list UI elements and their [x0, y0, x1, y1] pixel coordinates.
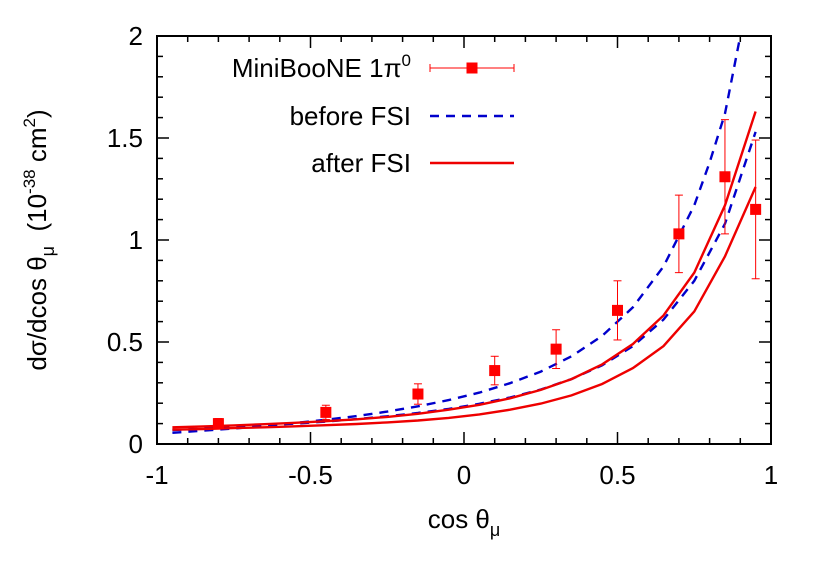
- series-line-solid: [172, 111, 757, 429]
- series-line-dashed: [172, 36, 742, 434]
- legend-label: before FSI: [290, 101, 411, 131]
- data-point: [719, 171, 731, 183]
- x-tick-label: -0.5: [288, 460, 333, 490]
- x-tick-label: 0: [457, 460, 471, 490]
- data-point: [320, 406, 332, 418]
- data-point: [489, 365, 501, 377]
- y-tick-label: 0.5: [107, 327, 143, 357]
- x-axis-label: cos θμ: [428, 504, 501, 540]
- legend-label: MiniBooNE 1π0: [232, 51, 411, 83]
- y-tick-label: 1: [129, 225, 143, 255]
- data-points-layer: [212, 119, 762, 430]
- data-point: [412, 388, 424, 400]
- y-tick-label: 2: [129, 21, 143, 51]
- data-point: [673, 228, 685, 240]
- y-tick-label: 1.5: [107, 123, 143, 153]
- x-tick-label: -1: [145, 460, 168, 490]
- x-tick-label: 0.5: [599, 460, 635, 490]
- ticks-layer: -1 -0.5 0 0.5 1 0 0.5 1 1.5 2: [107, 21, 778, 490]
- data-point: [550, 343, 562, 355]
- data-point: [212, 418, 224, 430]
- legend: MiniBooNE 1π0 before FSI after FSI: [232, 51, 515, 178]
- legend-marker: [466, 62, 478, 74]
- series-layer: [172, 36, 757, 434]
- y-axis-label: dσ/dcos θμ (10-38 cm2): [20, 109, 58, 370]
- data-point: [612, 304, 623, 316]
- series-line-dashed: [172, 131, 757, 432]
- legend-label: after FSI: [311, 148, 411, 178]
- y-tick-label: 0: [129, 429, 143, 459]
- series-line-solid: [172, 186, 757, 431]
- x-tick-label: 1: [764, 460, 778, 490]
- data-point: [750, 203, 762, 215]
